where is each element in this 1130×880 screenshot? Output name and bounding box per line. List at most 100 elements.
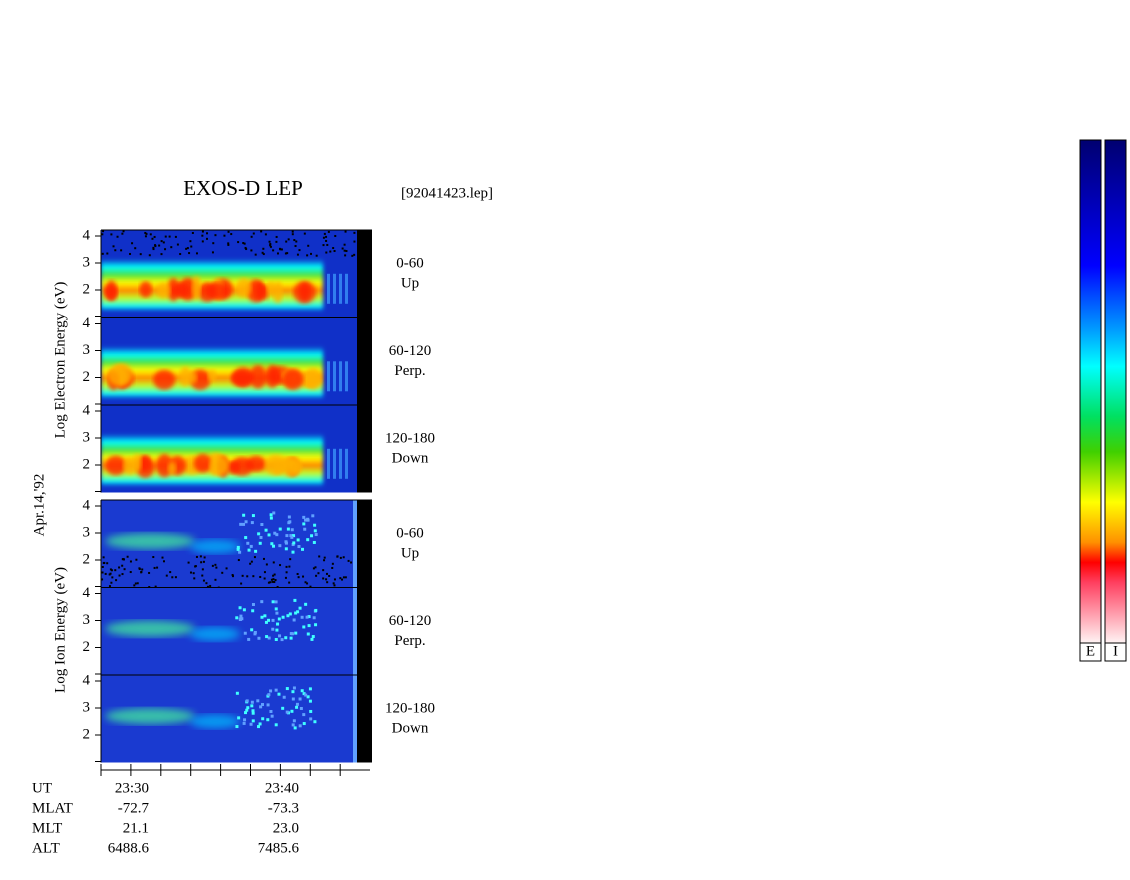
speck xyxy=(285,565,288,568)
speck xyxy=(158,244,161,247)
speck xyxy=(302,722,306,726)
row-label: ALT xyxy=(32,840,60,856)
speck xyxy=(133,584,136,587)
speck xyxy=(246,575,249,578)
speck xyxy=(332,582,335,585)
speck xyxy=(290,535,294,539)
blank xyxy=(357,587,372,675)
speck xyxy=(245,708,249,712)
blank xyxy=(357,230,372,318)
speck xyxy=(260,703,264,707)
speck xyxy=(215,566,218,569)
edge xyxy=(353,587,357,675)
speck xyxy=(272,561,275,564)
speck xyxy=(235,691,239,695)
speck xyxy=(243,718,247,722)
speck xyxy=(271,600,275,604)
speck xyxy=(294,245,297,248)
speck xyxy=(238,550,242,554)
speck xyxy=(271,544,275,548)
speck xyxy=(251,514,255,518)
streak xyxy=(327,361,330,392)
speck xyxy=(200,561,203,564)
speck xyxy=(254,253,257,256)
speck xyxy=(227,243,230,246)
speck xyxy=(314,533,318,537)
speck xyxy=(281,615,285,619)
speck xyxy=(279,564,282,567)
speck xyxy=(240,617,244,621)
speck xyxy=(258,722,262,726)
blob xyxy=(282,368,304,390)
y-tick-label: 3 xyxy=(83,342,91,358)
y-tick-label: 4 xyxy=(83,585,91,601)
speck xyxy=(202,560,205,563)
y-tick-label: 2 xyxy=(83,639,91,655)
speck xyxy=(301,547,305,551)
speck xyxy=(304,581,307,584)
speck xyxy=(242,522,246,526)
speck xyxy=(307,615,311,619)
speck xyxy=(275,235,278,238)
speck xyxy=(144,235,147,238)
speck xyxy=(279,248,282,251)
speck xyxy=(286,614,290,618)
speck xyxy=(123,568,126,571)
speck xyxy=(281,706,285,710)
speck xyxy=(236,545,240,549)
speck xyxy=(293,239,296,242)
row-label: MLAT xyxy=(32,800,73,816)
speck xyxy=(110,581,113,584)
speck xyxy=(274,723,278,727)
row-label: UT xyxy=(32,780,52,796)
speck xyxy=(287,238,290,241)
speck xyxy=(290,709,294,713)
speck xyxy=(251,609,255,613)
speck xyxy=(239,522,243,526)
speck xyxy=(268,240,271,243)
speck xyxy=(121,232,124,235)
streak xyxy=(333,361,336,392)
electron-axis-label: Log Electron Energy (eV) xyxy=(52,282,68,439)
speck xyxy=(285,534,289,538)
speck xyxy=(129,560,132,563)
y-tick-label: 2 xyxy=(83,726,91,742)
speck xyxy=(267,581,270,584)
speck xyxy=(331,566,334,569)
speck xyxy=(102,230,105,233)
speck xyxy=(274,637,278,641)
blob xyxy=(191,275,202,300)
row-value: -72.7 xyxy=(118,800,150,816)
time-axis: UT 23:30 23:40 MLAT -72.7 -73.3 MLT 21.1 23.0 ALT… xyxy=(32,764,370,856)
speck xyxy=(313,523,317,527)
speck xyxy=(246,541,250,545)
speck xyxy=(314,623,318,627)
speck xyxy=(242,513,246,517)
speck xyxy=(145,232,148,235)
speck xyxy=(168,235,171,238)
speck xyxy=(291,697,295,701)
streak xyxy=(339,448,342,479)
spectrogram xyxy=(101,675,372,763)
row-value: -73.3 xyxy=(268,800,299,816)
speck xyxy=(187,561,190,564)
y-tick-label: 3 xyxy=(83,699,91,715)
speck xyxy=(273,581,276,584)
speck xyxy=(291,230,294,233)
speck xyxy=(249,544,253,548)
speck xyxy=(294,631,298,635)
blob xyxy=(190,627,240,641)
speck xyxy=(287,521,291,525)
speck xyxy=(189,240,192,243)
speck xyxy=(314,566,317,569)
speck xyxy=(276,252,279,255)
speck xyxy=(306,254,309,257)
speck xyxy=(239,614,243,618)
speck xyxy=(185,247,188,250)
speck xyxy=(118,566,121,569)
speck xyxy=(328,574,331,577)
speck xyxy=(243,242,246,245)
speck xyxy=(161,556,164,559)
speck xyxy=(276,622,280,626)
y-tick-label: 4 xyxy=(83,672,91,688)
